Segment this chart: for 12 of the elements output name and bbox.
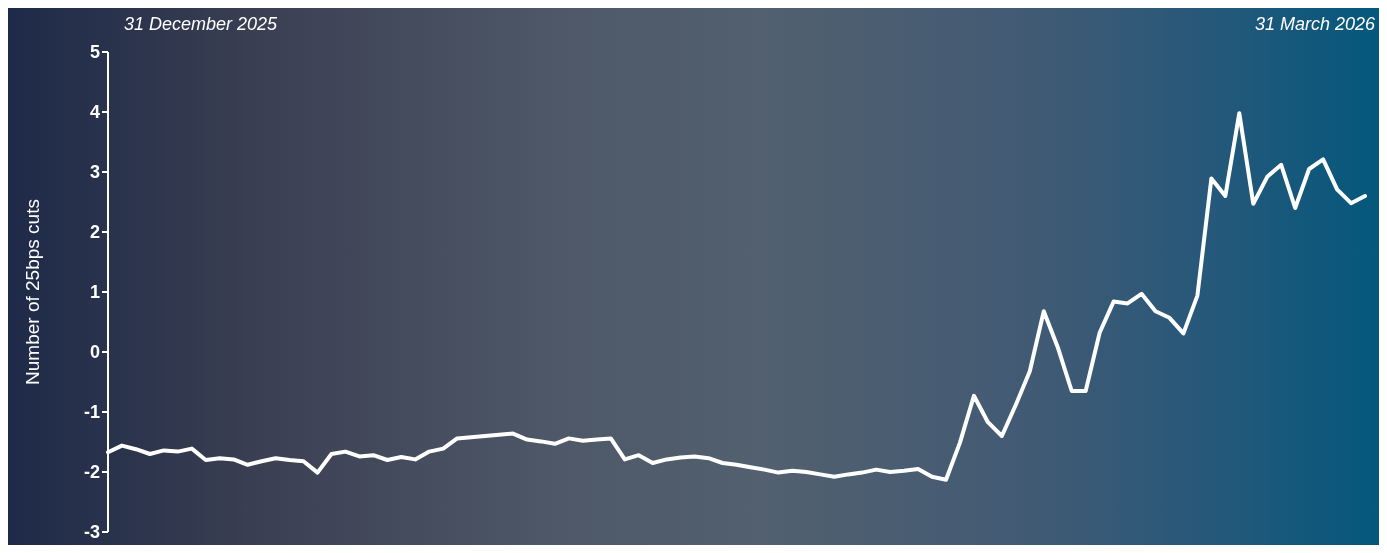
y-axis-title: Number of 25bps cuts xyxy=(21,199,43,385)
y-tick-label: 1 xyxy=(89,282,100,303)
text: 31 December 2025 xyxy=(124,14,278,35)
y-tick-label: 2 xyxy=(89,222,100,243)
y-tick-label: -1 xyxy=(83,402,100,423)
text: 31 March 2026 xyxy=(1254,14,1375,35)
y-tick-label: 5 xyxy=(89,42,100,63)
y-tick-label: 0 xyxy=(89,342,100,363)
y-tick-label: 3 xyxy=(89,162,100,183)
y-tick-label: 4 xyxy=(89,102,100,123)
y-tick-label: -2 xyxy=(83,462,100,483)
y-tick-label: -3 xyxy=(83,522,100,543)
